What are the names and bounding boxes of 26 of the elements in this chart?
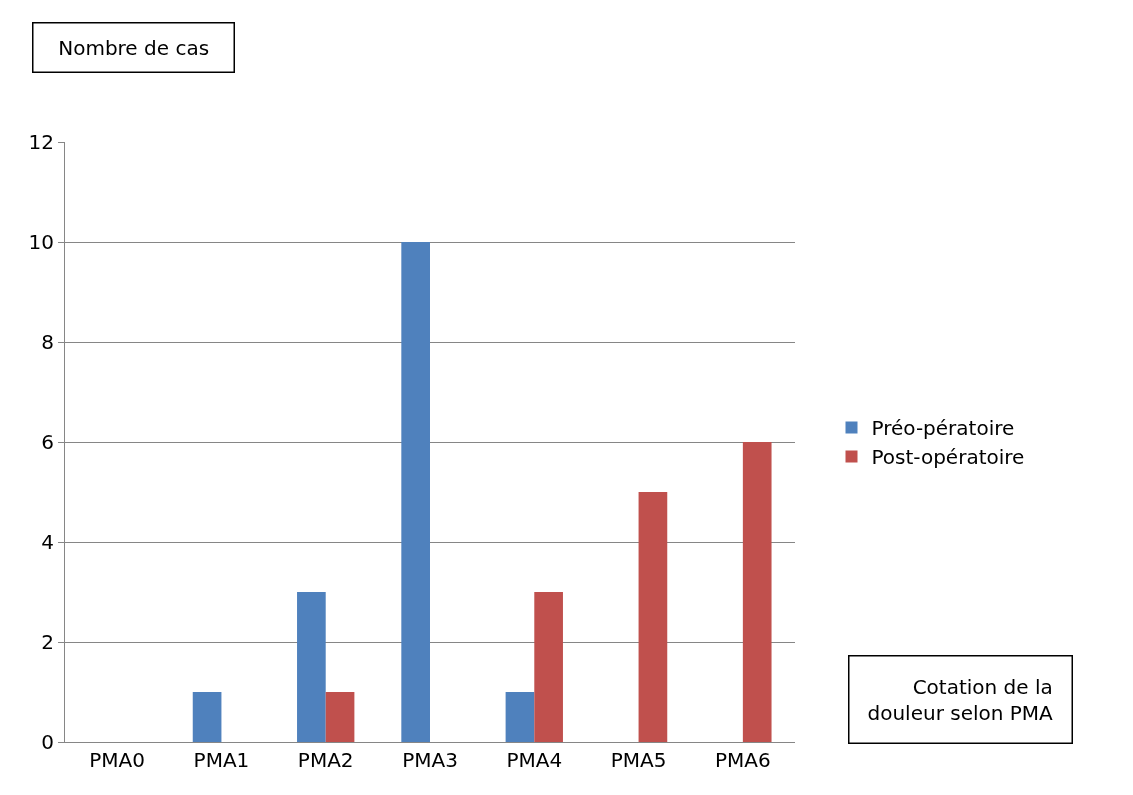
x-tick-label: PMA4 (506, 748, 563, 772)
y-tick-label: 4 (41, 530, 54, 554)
bar (505, 692, 535, 742)
bar (325, 692, 355, 742)
bar (192, 692, 222, 742)
x-tick-label: PMA1 (193, 748, 250, 772)
legend-label: Post-opératoire (871, 445, 1025, 470)
bar (401, 242, 430, 742)
legend-label: Préo-pératoire (871, 416, 1015, 441)
x-tick-label: PMA3 (402, 748, 458, 772)
bar (534, 592, 563, 742)
y-tick-label: 10 (28, 230, 54, 254)
y-tick-label: 6 (41, 430, 54, 454)
bar (297, 592, 326, 742)
x-tick-label: PMA0 (89, 748, 146, 772)
y-tick-label: 8 (41, 330, 54, 354)
x-tick-label: PMA5 (610, 748, 667, 772)
y-tick-label: 2 (41, 630, 54, 654)
bar (742, 442, 772, 742)
x-tick-label: PMA6 (714, 748, 771, 772)
x-axis-title: Cotation de la douleur selon PMA (867, 674, 1054, 725)
x-tick-label: PMA2 (297, 748, 354, 772)
bar (638, 492, 668, 742)
y-axis-title: Nombre de cas (45, 35, 222, 60)
y-tick-label: 0 (41, 730, 54, 754)
y-tick-label: 12 (28, 130, 54, 154)
